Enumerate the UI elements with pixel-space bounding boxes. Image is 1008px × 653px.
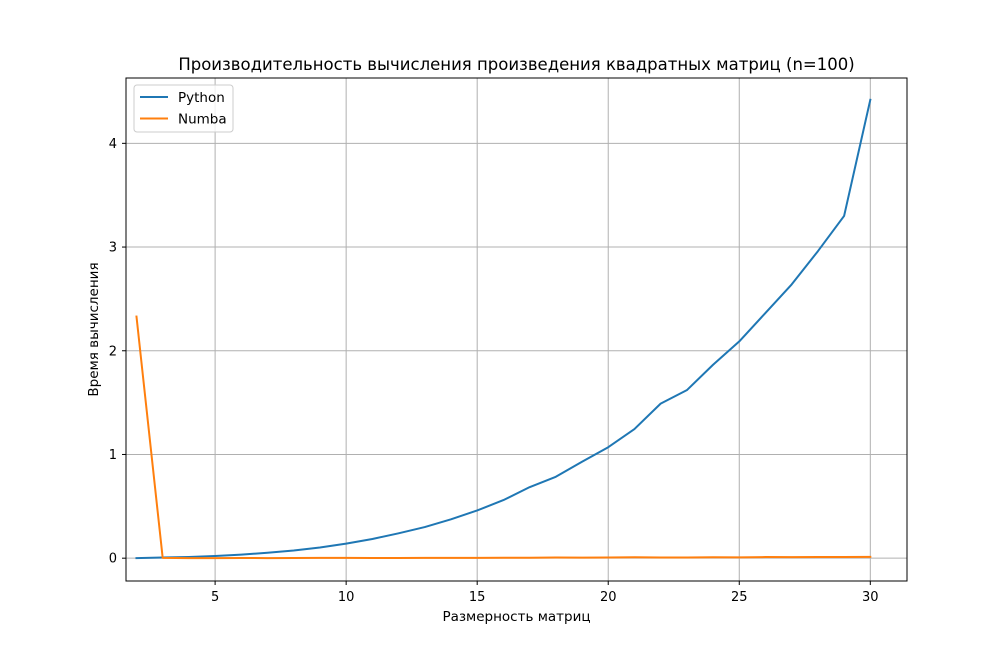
x-tick-label: 15 <box>469 590 486 605</box>
series-line-python <box>135 98 872 560</box>
x-tick-label: 5 <box>211 590 219 605</box>
y-tick-label: 2 <box>109 344 117 359</box>
plot-frame <box>125 77 908 582</box>
series-layer <box>135 98 872 560</box>
x-tick-label: 10 <box>338 590 355 605</box>
y-tick-label: 1 <box>109 448 117 463</box>
series-line-numba <box>135 315 872 560</box>
chart-title: Производительность вычисления произведен… <box>178 55 854 74</box>
x-tick-label: 30 <box>862 590 879 605</box>
legend-label-python: Python <box>178 90 225 106</box>
grid-lines <box>126 78 907 581</box>
y-tick-label: 3 <box>109 241 117 256</box>
x-tick-label: 20 <box>600 590 617 605</box>
axis-ticks: 5 10 15 20 25 30 0 1 2 3 4 <box>109 137 879 605</box>
y-tick-label: 0 <box>109 552 117 567</box>
legend-label-numba: Numba <box>178 111 227 127</box>
x-tick-label: 25 <box>731 590 748 605</box>
y-tick-label: 4 <box>109 137 117 152</box>
legend: Python Numba <box>133 84 234 133</box>
x-axis-label: Размерность матриц <box>442 609 590 625</box>
y-axis-label: Время вычисления <box>86 262 102 396</box>
